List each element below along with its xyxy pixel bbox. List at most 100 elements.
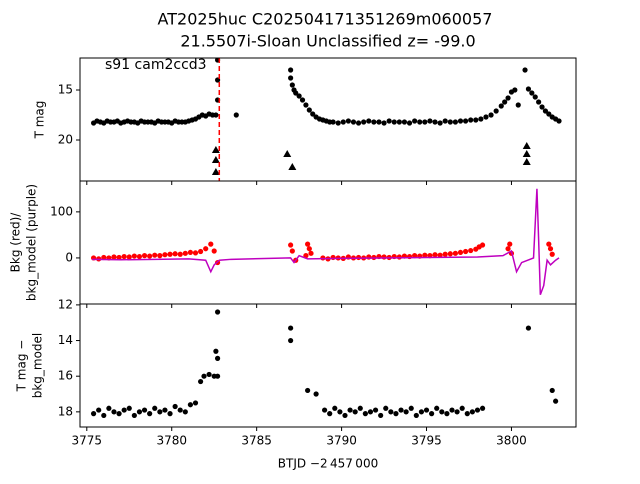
point [383, 405, 389, 411]
point [547, 246, 554, 252]
point [546, 241, 552, 247]
point [167, 251, 173, 257]
point [121, 253, 127, 260]
point [362, 411, 368, 417]
point [121, 407, 127, 413]
point [198, 378, 204, 385]
point [214, 309, 221, 315]
point [512, 87, 518, 93]
point [447, 119, 453, 125]
point [478, 116, 484, 122]
point [306, 246, 312, 252]
point [536, 99, 542, 105]
point [381, 254, 387, 260]
point [201, 373, 207, 379]
point [442, 118, 448, 124]
x-axis-label: BTJD −2 457 000 [278, 457, 378, 471]
point [141, 407, 148, 413]
x-tick-label: 3790 [326, 434, 357, 448]
point [172, 403, 178, 410]
point [439, 409, 445, 415]
point [337, 409, 343, 415]
point [376, 119, 382, 125]
point [327, 411, 333, 417]
point [546, 111, 552, 117]
point [347, 407, 353, 413]
point [398, 407, 404, 413]
point [366, 118, 372, 124]
point [289, 248, 295, 254]
axes-frame [79, 180, 577, 305]
point [141, 253, 148, 259]
point [335, 120, 341, 126]
point [214, 355, 221, 361]
point [412, 118, 418, 124]
point [152, 405, 158, 411]
y-axis-label: Bkg (red)/ [9, 212, 23, 273]
point [422, 119, 428, 125]
point [289, 82, 295, 88]
upper-limit [211, 156, 220, 163]
axes-frame [79, 303, 577, 428]
y-tick-label: 20 [58, 133, 73, 147]
point [371, 119, 377, 125]
point [532, 94, 538, 100]
plot-area [90, 309, 559, 419]
point [162, 252, 168, 258]
point [157, 409, 163, 415]
point [213, 348, 219, 354]
x-tick-label: 3800 [496, 434, 527, 448]
point [350, 119, 357, 125]
point [111, 254, 117, 260]
point [422, 252, 428, 258]
point [549, 251, 555, 257]
point [427, 118, 433, 124]
point [345, 118, 351, 124]
point [388, 409, 394, 415]
point [357, 405, 363, 411]
point [474, 407, 481, 413]
point [479, 242, 486, 248]
point [299, 97, 306, 103]
point [434, 405, 440, 411]
point [288, 242, 294, 248]
point [116, 411, 122, 417]
point [305, 241, 311, 247]
point [293, 90, 299, 96]
point [401, 119, 408, 125]
point [493, 108, 499, 114]
point [515, 102, 521, 108]
y-axis-label: bkg_model [31, 333, 45, 399]
point [429, 411, 435, 417]
point [413, 412, 419, 419]
point [203, 246, 209, 252]
point [101, 412, 107, 419]
point [182, 250, 188, 256]
point [147, 253, 153, 259]
point [213, 112, 219, 118]
point [464, 411, 470, 417]
point [437, 252, 443, 258]
point [111, 409, 117, 415]
point [288, 325, 294, 331]
point [187, 402, 194, 408]
point [162, 407, 168, 413]
point [525, 325, 532, 331]
point [288, 75, 294, 81]
upper-limit [522, 150, 531, 157]
point [539, 104, 545, 110]
point [408, 405, 414, 411]
point [437, 120, 443, 126]
point [403, 409, 409, 415]
point [525, 86, 532, 92]
point [332, 405, 338, 411]
chart-title: AT2025huc C202504171351269m060057 [158, 10, 493, 29]
point [361, 119, 367, 125]
point [372, 407, 379, 413]
point [549, 387, 555, 394]
point [367, 409, 374, 415]
point [444, 411, 450, 417]
point [136, 253, 143, 260]
point [498, 103, 504, 109]
point [468, 247, 474, 254]
